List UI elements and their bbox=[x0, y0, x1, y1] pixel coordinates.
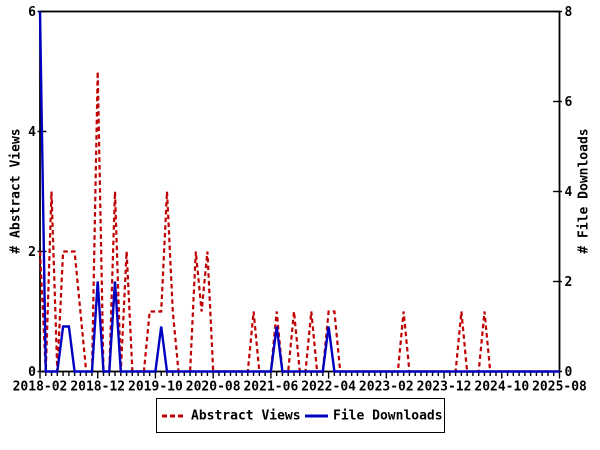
legend-file-downloads-label: File Downloads bbox=[333, 408, 443, 423]
legend-abstract-views-label: Abstract Views bbox=[191, 408, 301, 423]
x-tick-label: 2022-04 bbox=[301, 380, 356, 395]
y-right-tick-label: 0 bbox=[565, 365, 573, 380]
legend: Abstract Views File Downloads bbox=[156, 398, 445, 433]
x-tick-label: 2018-12 bbox=[70, 380, 125, 395]
y-left-tick-label: 0 bbox=[28, 365, 36, 380]
series-line-file-downloads bbox=[38, 11, 560, 373]
legend-abstract-views-line-sample bbox=[162, 414, 185, 417]
x-tick-label: 2019-10 bbox=[128, 380, 183, 395]
x-tick-label: 2020-08 bbox=[186, 380, 241, 395]
y-axis-title-right: # File Downloads bbox=[576, 128, 592, 254]
y-left-tick-label: 4 bbox=[28, 125, 36, 140]
x-tick-label: 2018-02 bbox=[13, 380, 68, 395]
x-tick-label: 2021-06 bbox=[243, 380, 298, 395]
y-left-tick-label: 6 bbox=[28, 5, 36, 20]
y-left-tick-label: 2 bbox=[28, 245, 36, 260]
x-tick-label: 2025-08 bbox=[532, 380, 587, 395]
y-right-tick-label: 6 bbox=[565, 95, 573, 110]
y-right-tick-label: 8 bbox=[565, 5, 573, 20]
x-tick-label: 2024-10 bbox=[474, 380, 529, 395]
x-tick-label: 2023-12 bbox=[417, 380, 472, 395]
y-right-tick-label: 4 bbox=[565, 185, 573, 200]
legend-file-downloads-line-sample bbox=[305, 414, 328, 417]
x-tick-label: 2023-02 bbox=[359, 380, 414, 395]
y-right-tick-label: 2 bbox=[565, 275, 573, 290]
y-axis-title-left: # Abstract Views bbox=[8, 128, 24, 254]
